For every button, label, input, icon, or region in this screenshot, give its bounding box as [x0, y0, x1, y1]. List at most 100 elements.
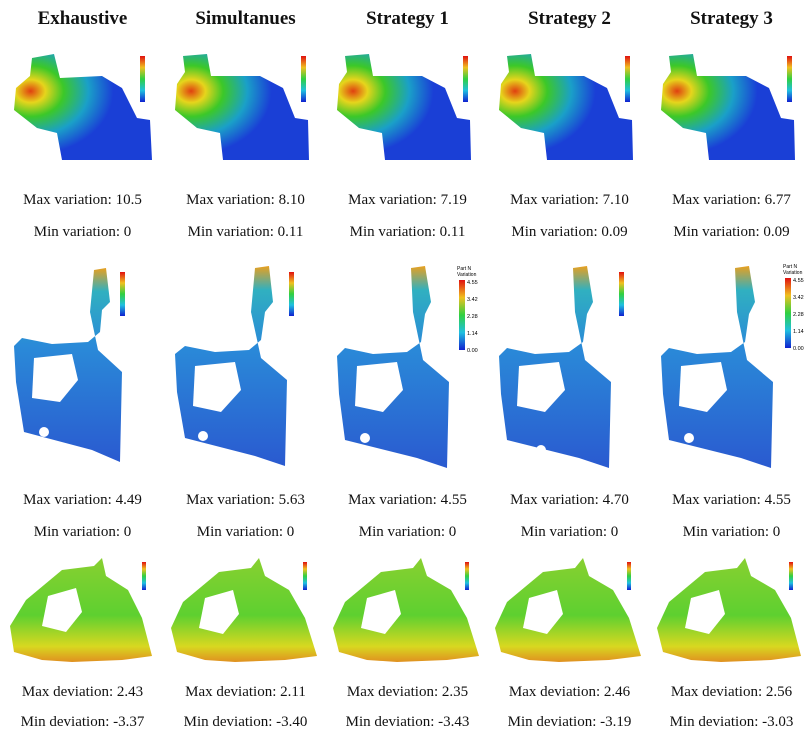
colorbar-tick: 4.55 — [467, 280, 478, 286]
colorbar — [289, 272, 294, 316]
row3-panel-strategy-2 — [489, 556, 650, 668]
part-surface — [14, 54, 152, 160]
row2-max-strategy-3: Max variation: 4.55 — [672, 492, 791, 508]
row2-panel-strategy-1: Part N Variation 4.55 3.42 2.28 1.14 0.0… — [327, 262, 488, 480]
row2-max-simultanues: Max variation: 5.63 — [186, 492, 305, 508]
row2-panel-exhaustive — [2, 262, 163, 480]
column-header-strategy-3: Strategy 3 — [690, 8, 773, 29]
row1-max-strategy-2: Max variation: 7.10 — [510, 192, 629, 208]
row1-min-exhaustive: Min variation: 0 — [33, 224, 132, 240]
colorbar — [465, 562, 469, 590]
colorbar — [120, 272, 125, 316]
row1-panel-strategy-3 — [651, 48, 806, 168]
row1-panel-simultanues — [165, 48, 326, 168]
colorbar-tick: 1.14 — [793, 329, 804, 335]
row1-min-strategy-3: Min variation: 0.09 — [673, 224, 790, 240]
window-opening — [32, 354, 78, 402]
row3-max-strategy-3: Max deviation: 2.56 — [670, 684, 793, 700]
hole — [39, 427, 49, 437]
colorbar — [301, 56, 306, 102]
row3-max-exhaustive: Max deviation: 2.43 — [21, 684, 144, 700]
row2-max-exhaustive: Max variation: 4.49 — [23, 492, 142, 508]
row3-min-exhaustive: Min deviation: -3.37 — [20, 714, 145, 730]
row2-min-strategy-1: Min variation: 0 — [358, 524, 457, 540]
colorbar-title-2: Variation — [783, 270, 803, 276]
window-opening — [193, 362, 241, 412]
row2-panel-strategy-2 — [489, 262, 650, 480]
hole — [360, 433, 370, 443]
colorbar — [303, 562, 307, 590]
colorbar — [789, 562, 793, 590]
hole — [198, 431, 208, 441]
row3-max-strategy-2: Max deviation: 2.46 — [508, 684, 631, 700]
row3-panel-exhaustive — [2, 556, 163, 668]
column-header-strategy-1: Strategy 1 — [366, 8, 449, 29]
colorbar-title-1: Part N — [783, 264, 798, 270]
row2-max-strategy-2: Max variation: 4.70 — [510, 492, 629, 508]
colorbar — [627, 562, 631, 590]
colorbar-tick: 0.00 — [467, 348, 478, 354]
colorbar-tick: 0.00 — [793, 346, 804, 352]
part-surface — [337, 54, 471, 160]
row1-panel-strategy-2 — [489, 48, 650, 168]
hole — [684, 433, 694, 443]
part-surface — [171, 558, 317, 662]
colorbar-tick: 1.14 — [467, 331, 478, 337]
row2-min-strategy-2: Min variation: 0 — [520, 524, 619, 540]
colorbar — [619, 272, 624, 316]
colorbar-title-2: Variation — [457, 272, 477, 278]
column-header-simultanues: Simultanues — [195, 8, 296, 29]
part-surface — [661, 54, 795, 160]
row1-max-exhaustive: Max variation: 10.5 — [23, 192, 142, 208]
part-surface — [333, 558, 479, 662]
window-opening — [355, 362, 403, 412]
row1-panel-strategy-1 — [327, 48, 488, 168]
window-opening — [685, 590, 725, 634]
window-opening — [679, 362, 727, 412]
window-opening — [199, 590, 239, 634]
row2-min-simultanues: Min variation: 0 — [196, 524, 295, 540]
colorbar — [459, 280, 465, 350]
row1-min-strategy-1: Min variation: 0.11 — [349, 224, 466, 240]
window-opening — [517, 362, 565, 412]
row2-panel-simultanues — [165, 262, 326, 480]
row3-max-simultanues: Max deviation: 2.11 — [185, 684, 306, 700]
window-opening — [42, 588, 82, 632]
colorbar — [625, 56, 630, 102]
colorbar-tick: 3.42 — [793, 295, 804, 301]
column-header-strategy-2: Strategy 2 — [528, 8, 611, 29]
colorbar — [140, 56, 145, 102]
row3-min-strategy-1: Min deviation: -3.43 — [345, 714, 470, 730]
colorbar-tick: 2.28 — [467, 314, 478, 320]
row2-min-exhaustive: Min variation: 0 — [33, 524, 132, 540]
row1-min-strategy-2: Min variation: 0.09 — [511, 224, 628, 240]
window-opening — [361, 590, 401, 634]
row3-panel-strategy-3 — [651, 556, 806, 668]
row3-panel-strategy-1 — [327, 556, 488, 668]
window-opening — [523, 590, 563, 634]
row2-panel-strategy-3: Part N Variation 4.55 3.42 2.28 1.14 0.0… — [651, 262, 806, 480]
colorbar-tick: 2.28 — [793, 312, 804, 318]
row2-min-strategy-3: Min variation: 0 — [682, 524, 781, 540]
colorbar-title-1: Part N — [457, 266, 472, 272]
row3-panel-simultanues — [165, 556, 326, 668]
row3-min-strategy-3: Min deviation: -3.03 — [669, 714, 794, 730]
part-surface — [175, 54, 309, 160]
part-surface — [495, 558, 641, 662]
colorbar — [142, 562, 146, 590]
row1-max-strategy-1: Max variation: 7.19 — [348, 192, 467, 208]
colorbar — [785, 278, 791, 348]
hole — [536, 445, 546, 455]
colorbar-tick: 3.42 — [467, 297, 478, 303]
row3-min-simultanues: Min deviation: -3.40 — [183, 714, 308, 730]
column-header-exhaustive: Exhaustive — [37, 8, 128, 29]
row1-min-simultanues: Min variation: 0.11 — [187, 224, 304, 240]
colorbar — [787, 56, 792, 102]
row3-min-strategy-2: Min deviation: -3.19 — [507, 714, 632, 730]
colorbar — [463, 56, 468, 102]
row3-max-strategy-1: Max deviation: 2.35 — [346, 684, 469, 700]
part-surface — [499, 54, 633, 160]
row1-max-strategy-3: Max variation: 6.77 — [672, 192, 791, 208]
row2-max-strategy-1: Max variation: 4.55 — [348, 492, 467, 508]
row1-max-simultanues: Max variation: 8.10 — [186, 192, 305, 208]
